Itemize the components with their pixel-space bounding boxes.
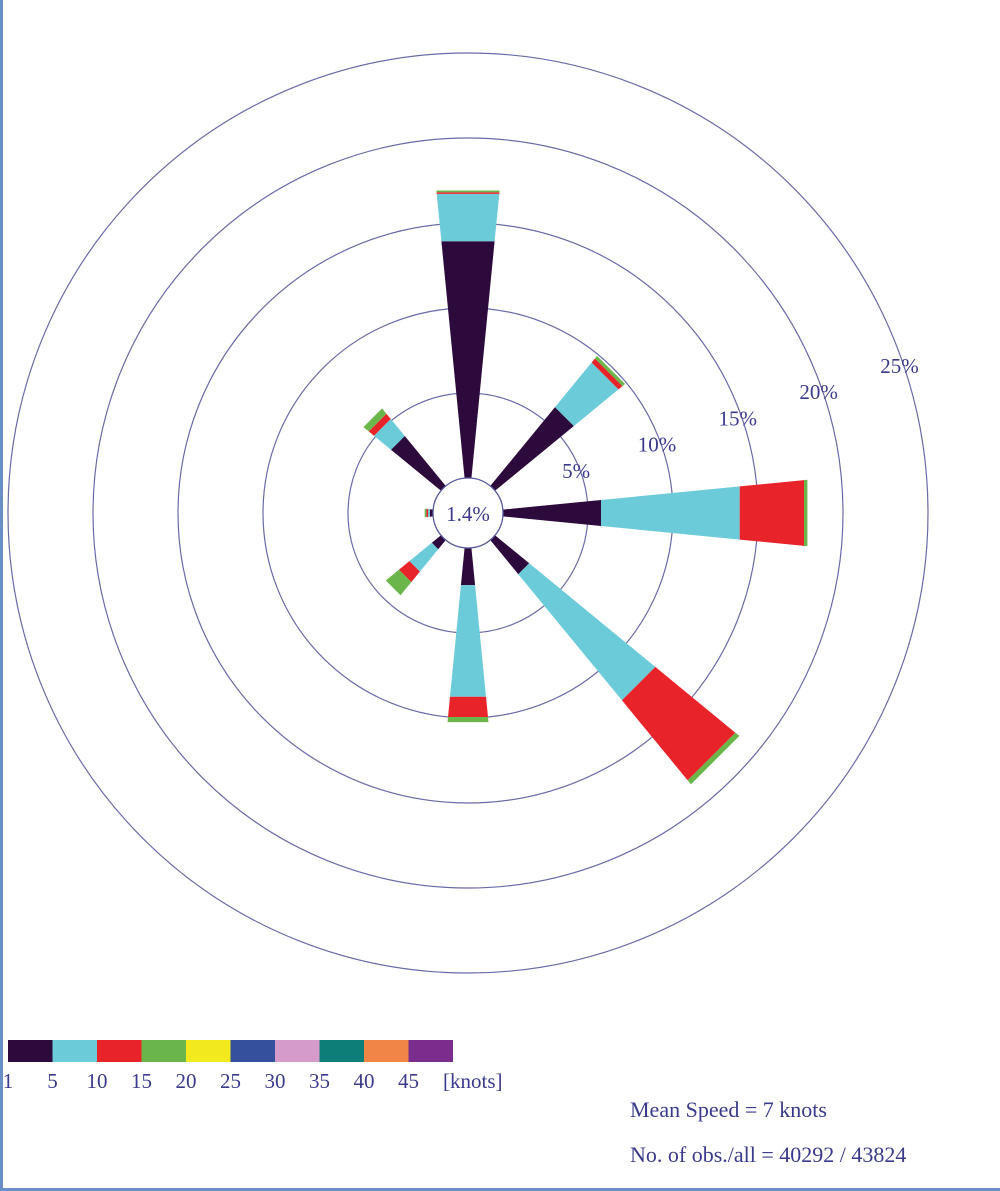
ring-label-15: 15% — [719, 406, 758, 430]
legend-tick-10: 10 — [87, 1069, 108, 1093]
legend-tick-45: 45 — [398, 1069, 419, 1093]
petal-e-bin-4 — [804, 479, 808, 547]
legend-tick-15: 15 — [131, 1069, 152, 1093]
legend-tick-5: 5 — [47, 1069, 58, 1093]
petal-s-bin-1 — [460, 547, 476, 586]
petal-se-bin-3 — [621, 666, 736, 781]
legend-swatch-1 — [8, 1040, 53, 1062]
petal-sw-bin-2 — [409, 542, 439, 572]
petal-group — [363, 190, 808, 785]
petal-se-bin-4 — [687, 732, 740, 785]
petal-s-bin-3 — [448, 696, 488, 717]
petal-n-bin-3 — [436, 192, 500, 194]
petal-w-bin-3 — [426, 508, 429, 518]
petal-n-bin-1 — [441, 241, 495, 479]
calm-label: 1.4% — [446, 502, 490, 526]
petal-e-bin-3 — [739, 480, 804, 546]
petal-ne-bin-2 — [555, 362, 619, 426]
petal-w-bin-2 — [428, 509, 430, 517]
petal-w-bin-1 — [429, 509, 434, 517]
legend-swatch-7 — [275, 1040, 320, 1062]
petal-sw-bin-4 — [385, 569, 412, 596]
petal-se-bin-2 — [518, 563, 656, 701]
ring-label-group: 5% 10% 15% 20% 25% — [562, 354, 919, 483]
mean-speed-text: Mean Speed = 7 knots — [630, 1097, 827, 1122]
petal-s-bin-4 — [447, 717, 489, 723]
legend-unit-label: [knots] — [443, 1069, 503, 1093]
petal-nw-bin-1 — [391, 436, 446, 491]
petal-nw-bin-3 — [368, 413, 391, 436]
petal-se-bin-1 — [490, 535, 530, 575]
petal-ne-bin-1 — [490, 407, 574, 491]
speed-legend: 1 5 10 15 20 25 30 35 40 45 [knots] — [3, 1040, 503, 1093]
ring-25 — [7, 52, 929, 974]
legend-tick-35: 35 — [309, 1069, 330, 1093]
legend-tick-25: 25 — [220, 1069, 241, 1093]
petal-ne-bin-3 — [591, 358, 623, 390]
petal-ne-bin-4 — [594, 355, 626, 387]
legend-tick-20: 20 — [176, 1069, 197, 1093]
petal-e-bin-1 — [502, 500, 601, 526]
petal-sw-bin-3 — [398, 561, 420, 583]
petal-n-bin-2 — [436, 193, 500, 242]
petal-n-bin-4 — [436, 190, 500, 193]
ring-20 — [92, 137, 844, 889]
legend-swatch-9 — [364, 1040, 409, 1062]
legend-swatch-4 — [141, 1040, 186, 1062]
petal-w-bin-4 — [424, 508, 427, 518]
petal-s-bin-2 — [450, 585, 486, 697]
petal-e-bin-2 — [601, 486, 740, 540]
legend-swatch-3 — [97, 1040, 142, 1062]
ring-label-20: 20% — [799, 380, 838, 404]
petal-nw-bin-4 — [363, 408, 387, 432]
legend-swatch-10 — [408, 1040, 453, 1062]
legend-tick-40: 40 — [354, 1069, 375, 1093]
legend-swatch-5 — [186, 1040, 231, 1062]
legend-swatch-6 — [230, 1040, 275, 1062]
ring-label-10: 10% — [638, 433, 677, 457]
ring-label-5: 5% — [562, 459, 590, 483]
legend-swatch-2 — [52, 1040, 97, 1062]
legend-tick-30: 30 — [265, 1069, 286, 1093]
calm-circle — [432, 477, 504, 549]
petal-sw-bin-1 — [431, 535, 446, 550]
legend-swatch-8 — [319, 1040, 364, 1062]
obs-count-text: No. of obs./all = 40292 / 43824 — [630, 1142, 907, 1167]
petal-nw-bin-2 — [374, 419, 405, 450]
ring-label-25: 25% — [880, 354, 919, 378]
legend-tick-1: 1 — [3, 1069, 14, 1093]
